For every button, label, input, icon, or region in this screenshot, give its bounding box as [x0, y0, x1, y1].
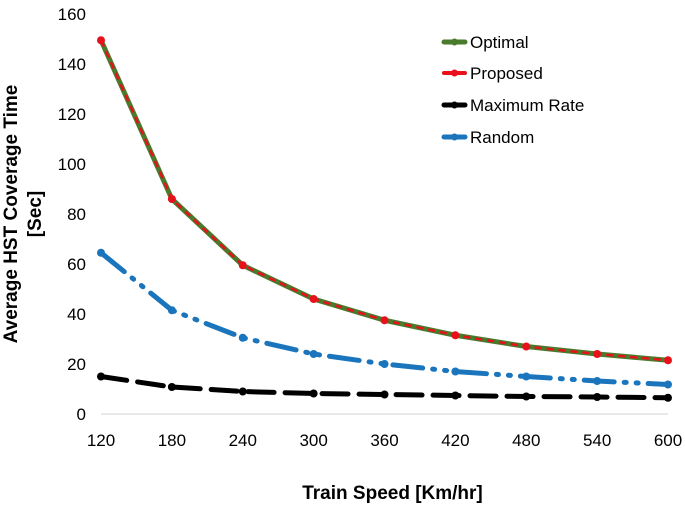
legend-item: Optimal: [441, 33, 529, 52]
x-tick-label: 420: [441, 431, 469, 450]
data-point: [167, 383, 176, 391]
data-point: [238, 261, 247, 270]
data-point: [167, 306, 176, 315]
x-tick-label: 540: [583, 431, 611, 450]
data-point: [380, 316, 389, 325]
series-line: [98, 37, 671, 363]
plot-frame: [101, 413, 668, 415]
x-tick-labels: 120 180 240 300 360 420 480 540 600: [87, 431, 682, 450]
series-proposed: [97, 36, 672, 365]
data-point: [309, 295, 318, 303]
data-point: [309, 350, 318, 358]
data-point: [451, 331, 460, 340]
data-point: [593, 377, 602, 385]
data-point: [380, 390, 389, 399]
data-point: [522, 342, 531, 351]
legend-marker: [451, 69, 458, 77]
y-tick-label: 140: [58, 55, 86, 74]
x-tick-label: 180: [158, 431, 186, 450]
data-point: [522, 372, 531, 381]
data-point: [238, 333, 247, 342]
legend-label: Optimal: [470, 33, 529, 52]
y-tick-label: 120: [58, 105, 86, 124]
y-axis-title-line2: [Sec]: [25, 191, 46, 237]
legend-label: Random: [470, 128, 534, 147]
data-point: [522, 392, 531, 401]
x-tick-label: 300: [299, 431, 327, 450]
series-random: [97, 248, 672, 389]
data-point: [664, 393, 672, 402]
y-axis-title-line1: Average HST Coverage Time: [1, 85, 22, 344]
series-maximum-rate: [97, 372, 672, 402]
y-tick-label: 0: [77, 405, 86, 424]
data-point: [238, 387, 247, 396]
legend-label: Maximum Rate: [470, 96, 584, 115]
x-tick-label: 360: [370, 431, 398, 450]
data-point: [593, 350, 602, 358]
legend-item: Proposed: [442, 64, 543, 83]
data-point: [664, 356, 672, 365]
y-tick-label: 100: [58, 155, 86, 174]
y-tick-label: 60: [67, 255, 86, 274]
y-tick-label: 80: [67, 205, 86, 224]
data-point: [593, 393, 602, 401]
data-point: [97, 248, 105, 257]
x-tick-label: 480: [512, 431, 540, 450]
data-point: [451, 391, 460, 400]
legend-item: Random: [441, 128, 534, 147]
x-tick-label: 600: [654, 431, 682, 450]
y-tick-label: 20: [67, 355, 86, 374]
y-tick-label: 160: [58, 5, 86, 24]
y-axis-title: Average HST Coverage Time [Sec]: [1, 85, 46, 344]
y-tick-labels: 0 20 40 60 80 100 120 140 160: [58, 5, 86, 424]
data-point: [167, 195, 176, 203]
series-line: [99, 39, 669, 362]
data-point: [664, 380, 672, 389]
legend-marker: [451, 38, 458, 46]
data-point: [97, 36, 105, 45]
x-tick-label: 240: [229, 431, 257, 450]
data-point: [380, 360, 389, 368]
data-point: [97, 372, 105, 381]
legend-marker: [451, 101, 458, 109]
legend-marker: [451, 133, 458, 141]
legend-item: Maximum Rate: [441, 96, 584, 115]
y-tick-label: 40: [67, 305, 86, 324]
x-axis-title: Train Speed [Km/hr]: [302, 483, 483, 504]
series-layer: [97, 36, 672, 402]
legend-label: Proposed: [470, 64, 543, 83]
data-point: [309, 389, 318, 398]
legend: Optimal Proposed Maximum Rate Random: [441, 33, 584, 147]
data-point: [451, 367, 460, 376]
x-tick-label: 120: [87, 431, 115, 450]
